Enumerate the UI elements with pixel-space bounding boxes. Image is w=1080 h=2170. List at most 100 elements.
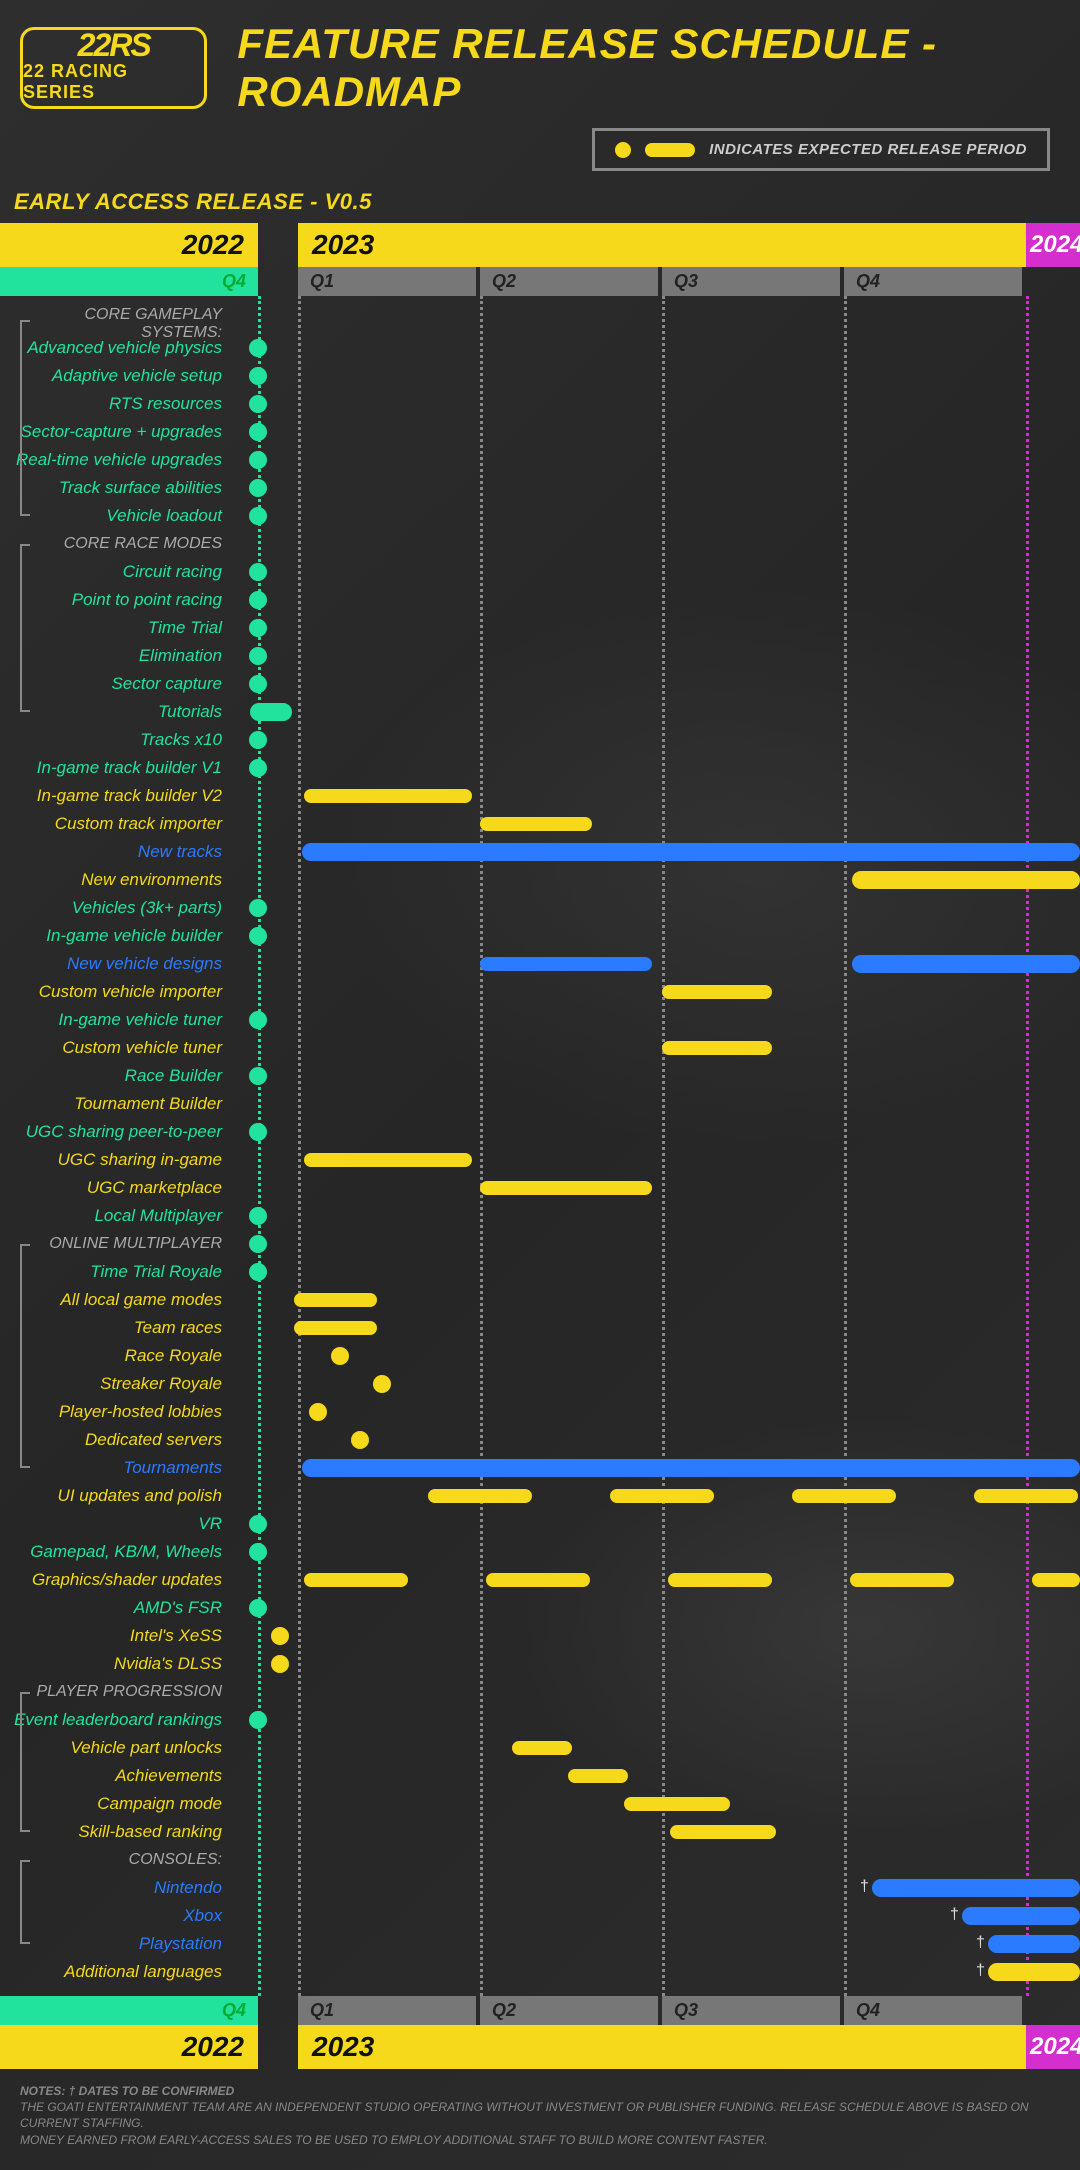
section-bracket [20,1692,30,1832]
timeline-bar [1032,1573,1080,1587]
feature-track [232,1706,1080,1734]
timeline-bar [974,1489,1078,1503]
marker-dot [309,1403,327,1421]
feature-label: Point to point racing [0,590,232,610]
feature-label: Time Trial Royale [0,1262,232,1282]
feature-row: Skill-based ranking [0,1818,1080,1846]
feature-row: Event leaderboard rankings [0,1706,1080,1734]
feature-track [232,1454,1080,1482]
feature-label: Vehicles (3k+ parts) [0,898,232,918]
feature-row: Adaptive vehicle setup [0,362,1080,390]
section-bracket [20,544,30,712]
timeline-bar [792,1489,896,1503]
feature-label: Streaker Royale [0,1374,232,1394]
gantt-chart: CORE GAMEPLAY SYSTEMS:Advanced vehicle p… [0,296,1080,1996]
logo-text: 22 RACING SERIES [23,61,204,103]
feature-label: Vehicle loadout [0,506,232,526]
timeline-bar [668,1573,772,1587]
feature-track: † [232,1902,1080,1930]
feature-track [232,334,1080,362]
feature-row: AMD's FSR [0,1594,1080,1622]
feature-label: Nintendo [0,1878,232,1898]
q2-2023-b: Q2 [480,1996,658,2025]
section-label: CONSOLES: [0,1851,232,1869]
feature-track [232,1566,1080,1594]
feature-label: Dedicated servers [0,1430,232,1450]
marker-dot [249,1067,267,1085]
notes-line1: NOTES: † DATES TO BE CONFIRMED [20,2083,1060,2099]
quarter-axis-bottom: Q4 Q1 Q2 Q3 Q4 [0,1996,1080,2025]
feature-label: Race Builder [0,1066,232,1086]
feature-row: Custom vehicle tuner [0,1034,1080,1062]
feature-track [232,1734,1080,1762]
timeline-bar [304,1153,472,1167]
timeline-bar [302,843,1080,861]
feature-label: Custom vehicle tuner [0,1038,232,1058]
logo-mark: 22RS [78,33,150,59]
marker-dot [249,759,267,777]
feature-row: Team races [0,1314,1080,1342]
feature-row: Nvidia's DLSS [0,1650,1080,1678]
feature-row: Additional languages† [0,1958,1080,1986]
feature-track [232,1174,1080,1202]
marker-dot [249,1235,267,1253]
feature-label: UGC sharing peer-to-peer [0,1122,232,1142]
feature-row: Time Trial [0,614,1080,642]
timeline-bar [304,1573,408,1587]
q4-2022: Q4 [0,267,258,296]
feature-track [232,1314,1080,1342]
dagger-icon: † [860,1878,869,1896]
section-label: ONLINE MULTIPLAYER [0,1235,232,1253]
marker-dot [249,1543,267,1561]
feature-track [232,754,1080,782]
feature-label: Additional languages [0,1962,232,1982]
feature-row: Tournament Builder [0,1090,1080,1118]
feature-row: Gamepad, KB/M, Wheels [0,1538,1080,1566]
timeline-bar [850,1573,954,1587]
feature-row: Streaker Royale [0,1370,1080,1398]
feature-label: Playstation [0,1934,232,1954]
q1-2023-b: Q1 [298,1996,476,2025]
feature-track [232,1006,1080,1034]
marker-dot [271,1627,289,1645]
notes-line2: THE GOATI ENTERTAINMENT TEAM ARE AN INDE… [20,2099,1060,2131]
timeline-bar [852,871,1080,889]
feature-label: Event leaderboard rankings [0,1710,232,1730]
feature-track: † [232,1874,1080,1902]
timeline-bar [988,1963,1080,1981]
feature-track [232,698,1080,726]
feature-label: In-game track builder V1 [0,758,232,778]
feature-row: Custom track importer [0,810,1080,838]
feature-track [232,1622,1080,1650]
marker-dot [249,507,267,525]
feature-track [232,1482,1080,1510]
feature-track [232,642,1080,670]
feature-label: Achievements [0,1766,232,1786]
feature-row: Playstation† [0,1930,1080,1958]
timeline-bar [852,955,1080,973]
feature-row: Nintendo † [0,1874,1080,1902]
feature-row: Dedicated servers [0,1426,1080,1454]
marker-dot [249,1011,267,1029]
feature-row: Advanced vehicle physics [0,334,1080,362]
feature-track [232,1202,1080,1230]
feature-row: Circuit racing [0,558,1080,586]
feature-row: VR [0,1510,1080,1538]
year-2022: 2022 [0,223,258,267]
marker-dot [249,1123,267,1141]
feature-label: In-game track builder V2 [0,786,232,806]
section-header: CORE RACE MODES [0,530,1080,558]
timeline-bar [480,1181,652,1195]
year-2023: 2023 [298,223,1026,267]
feature-row: Vehicle loadout [0,502,1080,530]
timeline-bar [294,1321,377,1335]
feature-row: New vehicle designs [0,950,1080,978]
feature-label: New environments [0,870,232,890]
q4-2023-b: Q4 [844,1996,1022,2025]
q2-2023: Q2 [480,267,658,296]
marker-dot [249,927,267,945]
feature-track [232,474,1080,502]
feature-track [232,978,1080,1006]
notes-line3: MONEY EARNED FROM EARLY-ACCESS SALES TO … [20,2132,1060,2148]
feature-row: UI updates and polish [0,1482,1080,1510]
